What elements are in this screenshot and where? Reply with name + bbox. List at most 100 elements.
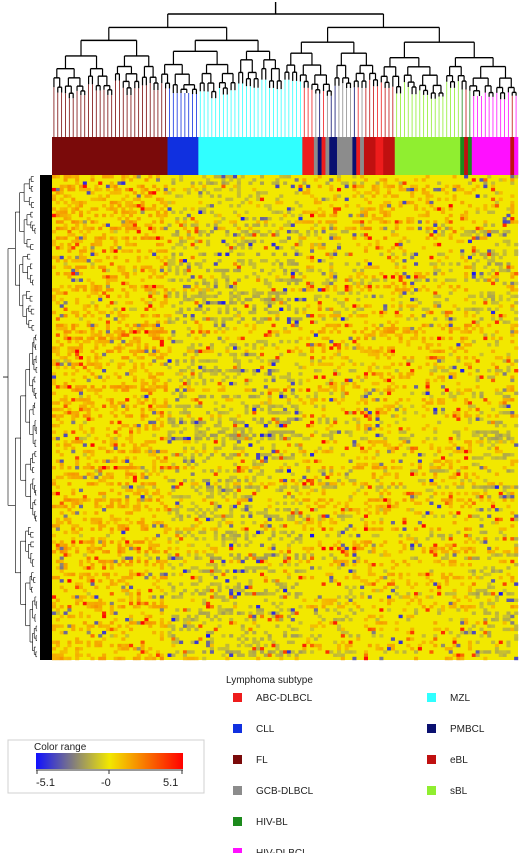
heatmap-cell xyxy=(75,346,80,350)
heatmap-cell xyxy=(152,411,157,415)
heatmap-cell xyxy=(233,417,238,421)
heatmap-cell xyxy=(302,307,307,311)
heatmap-cell xyxy=(105,284,110,289)
heatmap-cell xyxy=(321,343,326,347)
heatmap-cell xyxy=(109,349,114,354)
heatmap-cell xyxy=(406,491,411,496)
heatmap-cell xyxy=(86,336,91,341)
heatmap-cell xyxy=(194,404,199,408)
heatmap-cell xyxy=(406,359,411,363)
heatmap-cell xyxy=(360,175,365,179)
heatmap-cell xyxy=(113,346,118,350)
heatmap-cell xyxy=(225,398,230,402)
heatmap-cell xyxy=(267,514,272,518)
heatmap-cell xyxy=(248,352,253,357)
heatmap-cell xyxy=(464,456,469,460)
heatmap-cell xyxy=(256,194,261,198)
heatmap-cell xyxy=(71,323,76,328)
heatmap-cell xyxy=(206,307,211,311)
heatmap-cell xyxy=(132,268,137,273)
heatmap-cell xyxy=(52,478,57,483)
heatmap-cell xyxy=(271,430,276,434)
heatmap-cell xyxy=(502,223,507,227)
heatmap-cell xyxy=(163,466,168,470)
heatmap-cell xyxy=(148,385,153,389)
heatmap-cell xyxy=(256,197,261,202)
heatmap-cell xyxy=(336,478,342,483)
heatmap-cell xyxy=(414,207,419,211)
heatmap-cell xyxy=(217,226,222,231)
heatmap-cell xyxy=(94,259,99,263)
heatmap-cell xyxy=(109,449,114,454)
heatmap-cell xyxy=(344,430,349,434)
heatmap-cell xyxy=(387,430,392,434)
heatmap-cell xyxy=(383,226,388,231)
heatmap-cell xyxy=(102,459,107,463)
heatmap-cell xyxy=(125,475,130,480)
heatmap-cell xyxy=(279,436,284,441)
heatmap-cell xyxy=(190,459,195,463)
heatmap-cell xyxy=(186,385,191,389)
heatmap-cell xyxy=(398,430,403,434)
heatmap-cell xyxy=(502,249,507,253)
heatmap-cell xyxy=(433,459,438,463)
heatmap-cell xyxy=(452,472,457,476)
heatmap-cell xyxy=(352,175,357,179)
heatmap-cell xyxy=(225,281,230,286)
heatmap-cell xyxy=(406,217,411,221)
heatmap-cell xyxy=(506,320,511,324)
heatmap-cell xyxy=(363,207,368,211)
heatmap-cell xyxy=(464,330,469,334)
heatmap-cell xyxy=(148,226,153,231)
heatmap-cell xyxy=(410,187,415,192)
heatmap-cell xyxy=(375,511,380,515)
heatmap-cell xyxy=(240,420,245,425)
heatmap-cell xyxy=(279,210,284,214)
heatmap-cell xyxy=(202,511,207,515)
heatmap-cell xyxy=(90,284,95,289)
heatmap-cell xyxy=(198,359,203,363)
heatmap-cell xyxy=(78,239,84,244)
heatmap-cell xyxy=(248,504,253,509)
heatmap-cell xyxy=(102,236,107,240)
heatmap-cell xyxy=(109,249,114,253)
heatmap-cell xyxy=(240,301,245,305)
heatmap-cell xyxy=(59,407,64,412)
heatmap-cell xyxy=(498,297,503,302)
heatmap-cell xyxy=(263,459,268,463)
heatmap-cell xyxy=(75,226,80,231)
heatmap-cell xyxy=(329,204,334,208)
heatmap-cell xyxy=(502,229,507,234)
heatmap-cell xyxy=(90,178,95,182)
heatmap-cell xyxy=(317,385,322,389)
heatmap-cell xyxy=(163,404,168,408)
heatmap-cell xyxy=(271,404,276,408)
heatmap-cell xyxy=(390,466,395,470)
heatmap-cell xyxy=(294,362,299,366)
heatmap-cell xyxy=(259,239,265,244)
heatmap-cell xyxy=(279,291,284,295)
heatmap-cell xyxy=(286,469,291,473)
heatmap-cell xyxy=(421,314,426,318)
heatmap-cell xyxy=(155,498,161,502)
heatmap-cell xyxy=(479,272,484,276)
heatmap-cell xyxy=(109,333,114,337)
heatmap-cell xyxy=(467,265,472,269)
heatmap-cell xyxy=(259,191,265,195)
heatmap-cell xyxy=(98,226,103,231)
heatmap-cell xyxy=(78,259,84,263)
heatmap-cell xyxy=(225,275,230,279)
heatmap-cell xyxy=(375,187,380,192)
heatmap-cell xyxy=(333,194,338,198)
heatmap-cell xyxy=(371,352,376,357)
heatmap-cell xyxy=(279,469,284,473)
heatmap-cell xyxy=(55,339,60,344)
heatmap-cell xyxy=(217,430,222,434)
heatmap-cell xyxy=(121,178,126,182)
heatmap-cell xyxy=(275,488,280,493)
heatmap-cell xyxy=(302,365,307,370)
heatmap-cell xyxy=(86,191,91,195)
heatmap-cell xyxy=(437,294,442,299)
heatmap-cell xyxy=(375,411,380,415)
heatmap-cell xyxy=(102,204,107,208)
